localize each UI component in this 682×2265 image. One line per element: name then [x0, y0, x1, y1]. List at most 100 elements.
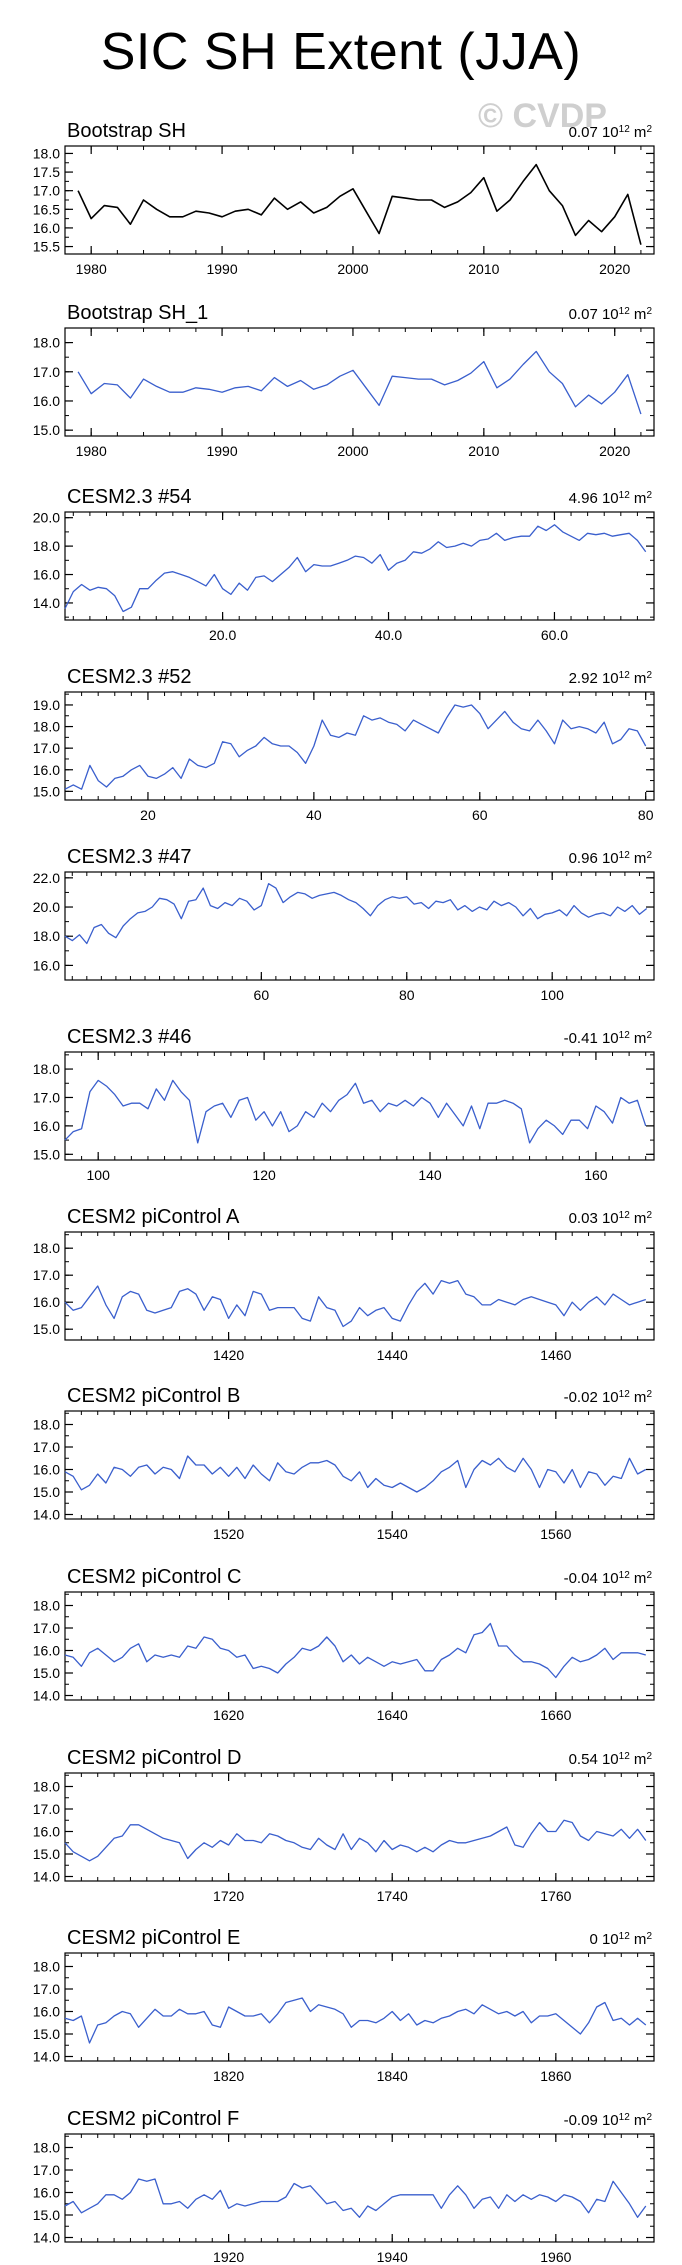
x-tick-label: 1740 [377, 1888, 408, 1904]
y-tick-label: 16.0 [33, 957, 60, 973]
y-tick-label: 22.0 [33, 870, 60, 886]
y-tick-label: 18.0 [33, 1598, 60, 1614]
x-tick-label: 1840 [377, 2068, 408, 2084]
series-line [64, 1997, 647, 2044]
x-tick-label: 140 [418, 1167, 442, 1183]
y-tick-label: 18.0 [33, 1061, 60, 1077]
watermark: © CVDP [478, 97, 607, 135]
y-tick-label: 14.0 [33, 1507, 60, 1523]
chart-panel-7: CESM2 piControl A 0.03 1012 m2 15.0 16.0 17.… [33, 1206, 655, 1363]
trend-label: 2.92 1012 m2 [569, 670, 653, 688]
chart-title: CESM2 piControl E [67, 1927, 240, 1949]
chart-panel-6: CESM2.3 #46 -0.41 1012 m2 15.0 16.0 17.0 18.0… [33, 1026, 655, 1183]
chart-panel-9: CESM2 piControl C -0.04 1012 m2 14.0 15.0 16… [33, 1566, 655, 1723]
y-tick-label: 15.0 [33, 1484, 60, 1500]
y-tick-label: 17.5 [33, 164, 60, 180]
y-tick-label: 17.0 [33, 1267, 60, 1283]
x-tick-label: 1560 [540, 1526, 571, 1542]
y-tick-label: 14.0 [33, 595, 60, 611]
y-tick-label: 18.0 [33, 1417, 60, 1433]
plot-frame [64, 1231, 655, 1341]
series-line [64, 1079, 647, 1144]
plot-frame [64, 871, 655, 981]
chart-title: CESM2 piControl F [67, 2108, 239, 2130]
x-tick-label: 1980 [76, 261, 107, 277]
y-tick-label: 14.0 [33, 2049, 60, 2065]
y-tick-label: 18.0 [33, 1240, 60, 1256]
y-tick-label: 16.0 [33, 762, 60, 778]
x-tick-label: 120 [252, 1167, 276, 1183]
trend-label: -0.04 1012 m2 [564, 1570, 653, 1588]
plot-frame [64, 1591, 655, 1701]
trend-label: 0.54 1012 m2 [569, 1751, 653, 1769]
trend-label: -0.41 1012 m2 [564, 1030, 653, 1048]
y-tick-label: 17.0 [33, 364, 60, 380]
series-line [64, 1819, 647, 1862]
x-tick-label: 2000 [337, 261, 368, 277]
series-line [64, 704, 647, 790]
y-tick-label: 16.0 [33, 2185, 60, 2201]
y-tick-label: 16.0 [33, 1824, 60, 1840]
plot-frame [64, 1952, 655, 2062]
y-tick-label: 18.0 [33, 2140, 60, 2156]
trend-label: 0.07 1012 m2 [569, 124, 653, 142]
series-line [64, 2178, 647, 2218]
x-tick-label: 1520 [213, 1526, 244, 1542]
x-tick-label: 100 [87, 1167, 111, 1183]
y-tick-label: 18.0 [33, 145, 60, 161]
x-tick-label: 2020 [599, 443, 630, 459]
y-tick-label: 17.0 [33, 1981, 60, 1997]
y-tick-label: 16.0 [33, 1462, 60, 1478]
plot-frame [64, 2133, 655, 2243]
page-title: SIC SH Extent (JJA) [100, 23, 582, 81]
x-tick-label: 2000 [337, 443, 368, 459]
y-tick-label: 18.0 [33, 538, 60, 554]
plot-frame [64, 1051, 655, 1161]
x-tick-label: 20.0 [209, 627, 236, 643]
y-tick-label: 17.0 [33, 1801, 60, 1817]
y-tick-label: 17.0 [33, 2162, 60, 2178]
y-tick-label: 17.0 [33, 1089, 60, 1105]
plot-frame [64, 691, 655, 801]
y-tick-label: 16.5 [33, 201, 60, 217]
x-tick-label: 1660 [540, 1707, 571, 1723]
x-tick-label: 40 [306, 807, 322, 823]
x-tick-label: 1990 [206, 443, 237, 459]
chart-panel-10: CESM2 piControl D 0.54 1012 m2 14.0 15.0 16.… [33, 1747, 655, 1904]
y-tick-label: 14.0 [33, 1869, 60, 1885]
y-tick-label: 15.0 [33, 422, 60, 438]
x-tick-label: 1540 [377, 1526, 408, 1542]
y-tick-label: 15.0 [33, 1846, 60, 1862]
y-tick-label: 18.0 [33, 719, 60, 735]
plot-frame [64, 1772, 655, 1882]
chart-panel-1: Bootstrap SH 0.07 1012 m2 15.5 16.0 16.5 17.0… [33, 120, 655, 277]
series-line [64, 1455, 647, 1493]
chart-panel-11: CESM2 piControl E 0 1012 m2 14.0 15.0 16.0 17… [33, 1927, 655, 2084]
x-tick-label: 20 [140, 807, 156, 823]
x-tick-label: 1620 [213, 1707, 244, 1723]
chart-title: CESM2.3 #54 [67, 486, 192, 508]
y-tick-label: 14.0 [33, 2230, 60, 2246]
trend-label: 0.96 1012 m2 [569, 850, 653, 868]
x-tick-label: 1980 [76, 443, 107, 459]
y-tick-label: 16.0 [33, 567, 60, 583]
y-tick-label: 16.0 [33, 220, 60, 236]
plot-frame [64, 327, 655, 437]
series-line [64, 524, 647, 613]
x-tick-label: 2020 [599, 261, 630, 277]
x-tick-label: 1440 [377, 1347, 408, 1363]
chart-title: CESM2.3 #47 [67, 846, 192, 868]
x-tick-label: 2010 [468, 443, 499, 459]
chart-panel-3: CESM2.3 #54 4.96 1012 m2 14.0 16.0 18.0 20.0 2… [33, 486, 655, 643]
chart-panel-2: Bootstrap SH_1 0.07 1012 m2 15.0 16.0 17.0 18… [33, 302, 655, 459]
y-tick-label: 16.0 [33, 1118, 60, 1134]
y-tick-label: 17.0 [33, 1620, 60, 1636]
x-tick-label: 2010 [468, 261, 499, 277]
x-tick-label: 160 [584, 1167, 608, 1183]
y-tick-label: 19.0 [33, 697, 60, 713]
trend-label: 0.03 1012 m2 [569, 1210, 653, 1228]
x-tick-label: 1920 [213, 2249, 244, 2265]
chart-panel-12: CESM2 piControl F -0.09 1012 m2 14.0 15.0 16… [33, 2108, 655, 2265]
y-tick-label: 20.0 [33, 899, 60, 915]
y-tick-label: 16.0 [33, 2004, 60, 2020]
